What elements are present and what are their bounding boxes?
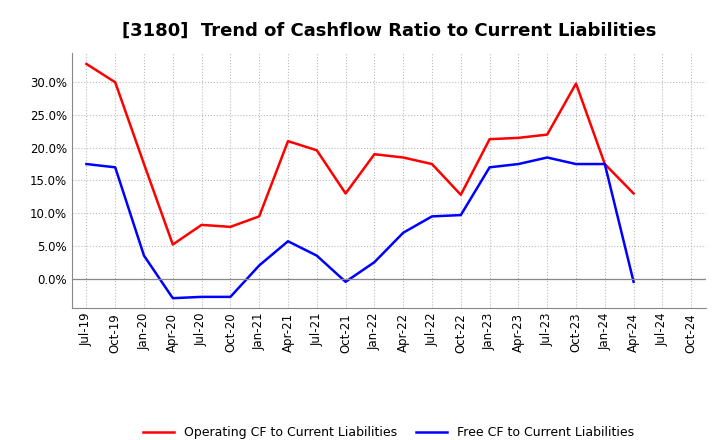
Operating CF to Current Liabilities <box>514 135 523 140</box>
Operating CF to Current Liabilities <box>312 148 321 153</box>
Line: Free CF to Current Liabilities: Free CF to Current Liabilities <box>86 158 634 298</box>
Operating CF to Current Liabilities <box>543 132 552 137</box>
Operating CF to Current Liabilities <box>284 139 292 144</box>
Operating CF to Current Liabilities <box>428 161 436 167</box>
Free CF to Current Liabilities <box>514 161 523 167</box>
Line: Operating CF to Current Liabilities: Operating CF to Current Liabilities <box>86 64 634 245</box>
Free CF to Current Liabilities <box>428 214 436 219</box>
Free CF to Current Liabilities <box>600 161 609 167</box>
Operating CF to Current Liabilities <box>226 224 235 230</box>
Legend: Operating CF to Current Liabilities, Free CF to Current Liabilities: Operating CF to Current Liabilities, Fre… <box>138 422 639 440</box>
Free CF to Current Liabilities <box>111 165 120 170</box>
Operating CF to Current Liabilities <box>485 136 494 142</box>
Free CF to Current Liabilities <box>572 161 580 167</box>
Free CF to Current Liabilities <box>399 230 408 235</box>
Free CF to Current Liabilities <box>284 238 292 244</box>
Operating CF to Current Liabilities <box>456 192 465 198</box>
Free CF to Current Liabilities <box>168 296 177 301</box>
Operating CF to Current Liabilities <box>255 214 264 219</box>
Free CF to Current Liabilities <box>226 294 235 300</box>
Operating CF to Current Liabilities <box>111 80 120 85</box>
Free CF to Current Liabilities <box>629 279 638 285</box>
Free CF to Current Liabilities <box>197 294 206 300</box>
Free CF to Current Liabilities <box>456 213 465 218</box>
Operating CF to Current Liabilities <box>370 152 379 157</box>
Operating CF to Current Liabilities <box>572 81 580 86</box>
Free CF to Current Liabilities <box>485 165 494 170</box>
Free CF to Current Liabilities <box>82 161 91 167</box>
Operating CF to Current Liabilities <box>197 222 206 227</box>
Free CF to Current Liabilities <box>543 155 552 160</box>
Operating CF to Current Liabilities <box>341 191 350 196</box>
Operating CF to Current Liabilities <box>82 61 91 66</box>
Free CF to Current Liabilities <box>140 253 148 258</box>
Operating CF to Current Liabilities <box>140 161 148 167</box>
Title: [3180]  Trend of Cashflow Ratio to Current Liabilities: [3180] Trend of Cashflow Ratio to Curren… <box>122 22 656 40</box>
Free CF to Current Liabilities <box>312 253 321 258</box>
Free CF to Current Liabilities <box>370 260 379 265</box>
Operating CF to Current Liabilities <box>600 161 609 167</box>
Operating CF to Current Liabilities <box>168 242 177 247</box>
Operating CF to Current Liabilities <box>629 191 638 196</box>
Operating CF to Current Liabilities <box>399 155 408 160</box>
Free CF to Current Liabilities <box>255 263 264 268</box>
Free CF to Current Liabilities <box>341 279 350 285</box>
